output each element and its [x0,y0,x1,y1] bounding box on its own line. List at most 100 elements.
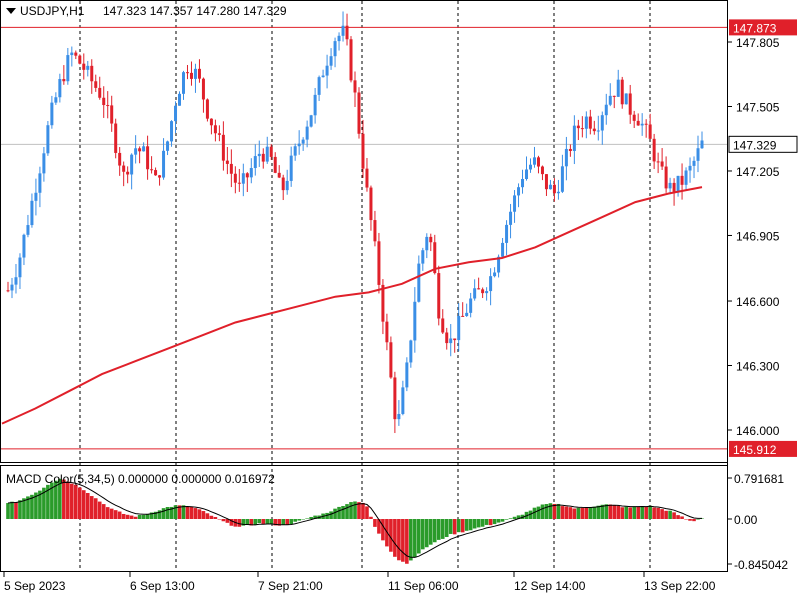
macd-bar [305,518,309,519]
candle-body [197,68,201,79]
candle-body [249,168,253,178]
macd-bar [664,510,668,519]
candle-body [293,146,297,156]
candle-body [536,157,540,167]
candle-body [405,362,409,388]
macd-bar [448,519,453,534]
macd-bar [421,519,425,550]
macd-bar [692,519,696,522]
candle-body [6,290,10,292]
candle-body [361,133,365,169]
candle-body [620,79,624,105]
macd-bar [468,519,473,531]
macd-bar [604,504,609,519]
macd-bar [596,505,601,519]
candle-body [548,184,552,190]
macd-bar [205,513,210,519]
macd-bar [177,505,182,519]
macd-bar [181,505,186,519]
candle-body [696,148,700,161]
candle-body [98,87,102,98]
macd-bar [197,509,202,519]
price-tick-label: 146.000 [736,424,780,438]
macd-bar [329,511,333,519]
macd-bar [588,507,593,519]
macd-bar [600,504,605,519]
macd-bar [38,490,42,519]
symbol-timeframe[interactable]: USDJPY,H1 [20,4,85,18]
macd-axis: 0.791681 0.00 -0.845042 [727,472,788,572]
macd-bar [389,519,393,552]
candle-body [229,163,233,174]
macd-bar [145,514,150,519]
candle-body [221,134,225,161]
candle-body [417,263,421,302]
macd-bar [640,506,644,519]
candle-body [261,153,265,162]
dropdown-triangle-icon[interactable] [6,8,16,14]
macd-bar [413,519,417,558]
candle-body [34,192,38,201]
macd-bar [325,512,329,519]
macd-bar [101,504,106,519]
candle-body [453,338,457,341]
macd-bar [93,498,98,519]
candle-body [285,180,289,191]
candle-body [540,166,544,175]
macd-bar [428,519,433,545]
candle-body [560,166,564,192]
macd-bar [225,519,230,523]
macd-bar [684,519,688,520]
candle-body [78,55,82,64]
candle-body [18,257,22,278]
candle-body [94,81,98,88]
macd-bar [10,501,14,519]
candle-body [181,72,185,94]
macd-title: MACD Color(5,34,5) 0.000000 0.000000 0.0… [6,472,275,486]
macd-bar [548,503,553,519]
candle-body [509,211,513,225]
macd-bar [157,510,162,519]
macd-bar [249,519,254,526]
macd-bar [440,519,445,539]
macd-bar [556,503,561,519]
macd-bar [261,519,266,524]
macd-bar [229,519,234,526]
price-tick-label: 147.805 [736,36,780,50]
candle-body [273,156,277,173]
candle-body [385,321,389,343]
macd-bar [417,519,421,554]
macd-bar [472,519,477,529]
macd-bar [504,519,509,520]
candle-body [501,242,505,257]
candle-body [201,78,205,100]
candle-body [513,195,517,212]
macd-bar [74,484,78,519]
macd-bar [133,516,138,519]
macd-bar [432,519,437,543]
macd-bar [22,498,26,519]
candle-body [170,121,174,142]
candle-body [62,79,66,82]
candle-body [225,160,229,164]
macd-bar [257,519,262,524]
candle-body [82,63,86,70]
candle-body [473,288,477,299]
candle-body [205,99,209,119]
macd-bar [50,482,54,519]
candle-body [489,276,493,292]
candle-body [401,387,405,414]
candle-body [608,95,612,105]
candle-body [564,148,568,167]
macd-bar [289,519,293,525]
macd-bar [568,507,573,519]
candle-body [493,272,497,277]
candles [6,11,704,434]
macd-bar [161,508,166,519]
macd-bar [668,510,672,519]
ohlc-readout: 147.323 147.357 147.280 147.329 [103,4,287,18]
macd-bar [265,519,270,524]
macd-bar [369,516,373,519]
candle-body [421,250,425,264]
